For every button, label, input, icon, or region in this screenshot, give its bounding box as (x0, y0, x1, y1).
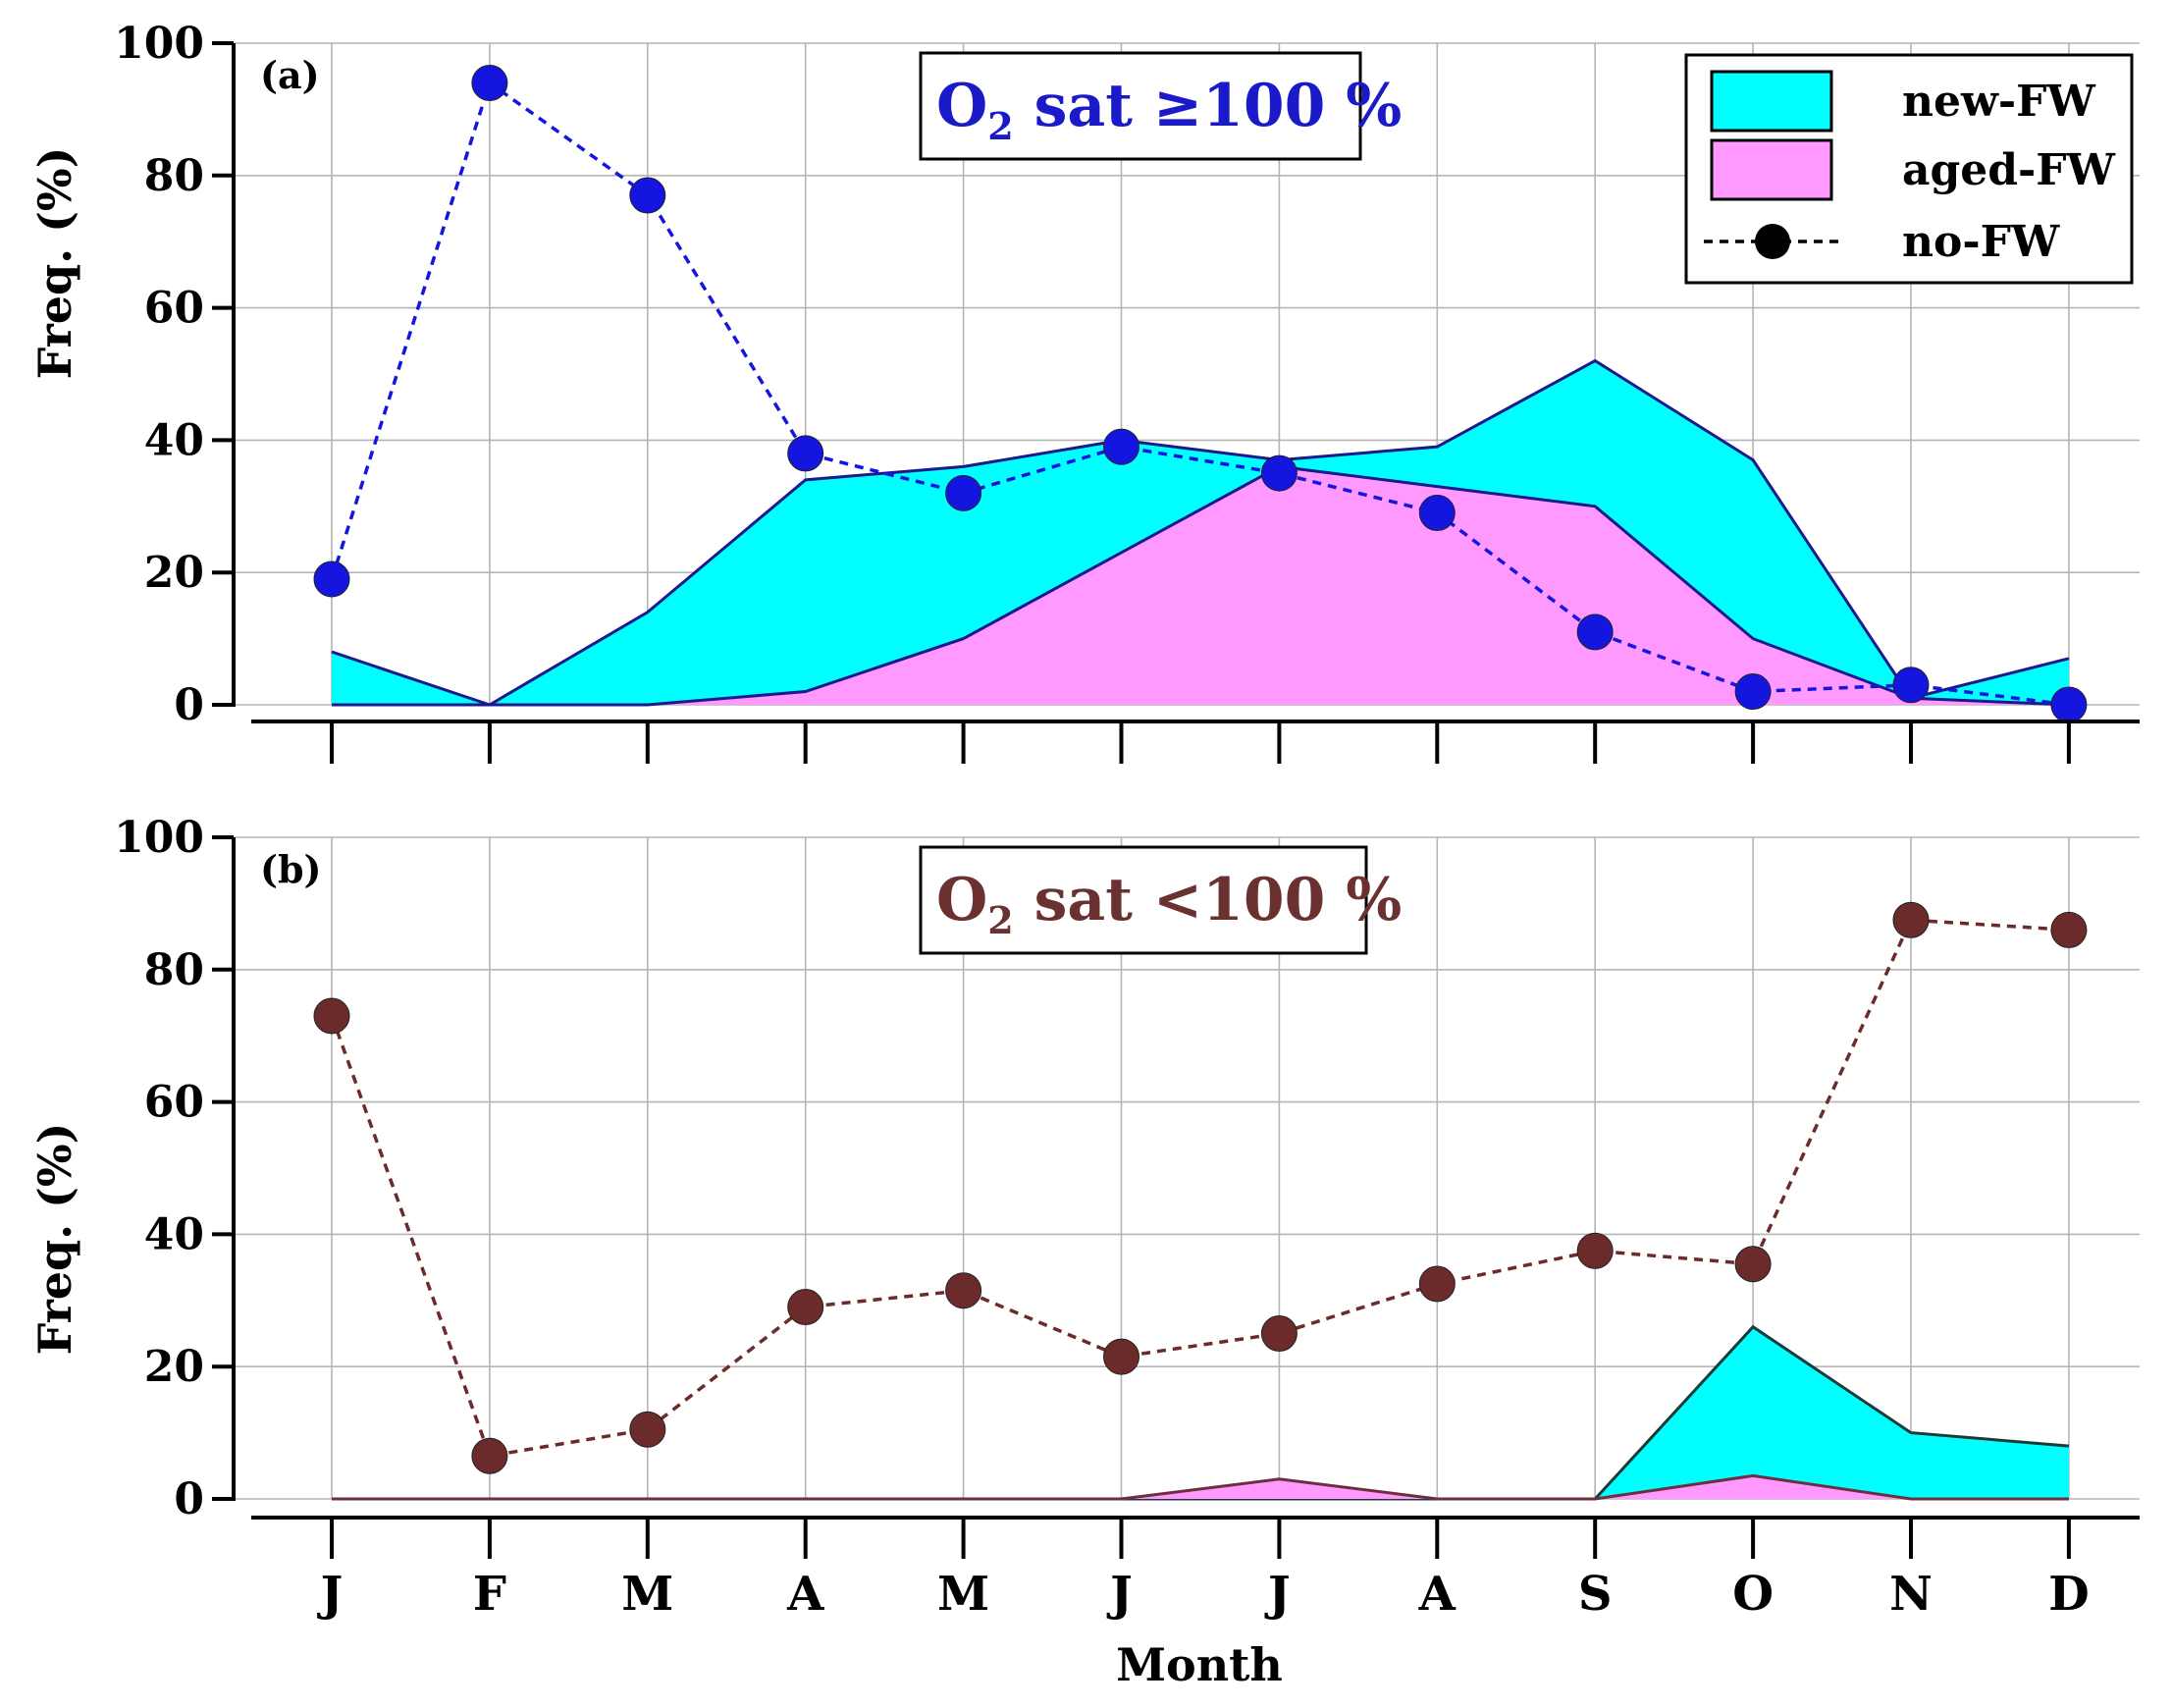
y-tick-label: 0 (174, 1474, 204, 1524)
marker-no-FW (471, 64, 508, 101)
marker-no-FW (1734, 1246, 1772, 1283)
marker-no-FW (471, 1437, 508, 1474)
x-tick-label: F (473, 1567, 506, 1622)
y-tick-label: 100 (114, 19, 204, 69)
legend-label: new-FW (1902, 77, 2095, 127)
annotation-box (919, 51, 1362, 161)
area-edge-new-FW (331, 358, 2070, 707)
area-new-FW (332, 1326, 2069, 1499)
area-edge-aged-FW (332, 464, 2069, 707)
marker-no-FW (629, 177, 666, 214)
marker-no-FW (313, 997, 350, 1035)
marker-no-FW (1260, 454, 1298, 492)
annotation-text: O2 sat <100 % (936, 866, 1402, 942)
y-tick-label: 80 (144, 151, 204, 201)
marker-no-FW (1418, 495, 1456, 532)
x-tick-label: J (1264, 1567, 1291, 1622)
x-tick-label: N (1889, 1567, 1933, 1622)
y-tick-label: 40 (144, 415, 204, 465)
marker-no-FW (1892, 901, 1930, 938)
line-no-FW (330, 918, 2070, 1459)
marker-no-FW (1576, 614, 1614, 651)
marker-no-FW (945, 474, 982, 511)
area-edge-aged-FW (332, 1473, 2069, 1501)
y-tick-label: 60 (144, 284, 204, 334)
y-tick-label: 80 (144, 945, 204, 995)
panel-label: (b) (260, 847, 322, 891)
marker-no-FW (1260, 1315, 1298, 1352)
panel-b: 0 20 40 60 80 100 Freq. (%) J F M A M J J A S O N D (b) O2 s… (28, 813, 2140, 1622)
y-tick-label: 20 (144, 548, 204, 598)
marker-no-FW (1418, 1265, 1456, 1303)
legend-label: no-FW (1902, 217, 2060, 267)
marker-no-FW (2050, 686, 2088, 723)
annotation-box (919, 845, 1368, 955)
x-tick-label: S (1578, 1567, 1613, 1622)
x-tick-label: J (317, 1567, 344, 1622)
marker-no-FW (787, 435, 824, 472)
panel-a: 0 20 40 60 80 100 Freq. (%) (a) O2 sat ≥100 % (28, 19, 2140, 764)
x-tick-label: M (937, 1567, 989, 1622)
y-tick-label: 20 (144, 1342, 204, 1392)
annotation-text: O2 sat ≥100 % (936, 72, 1402, 148)
y-axis-title: Freq. (%) (28, 147, 81, 380)
panel-label: (a) (260, 53, 320, 97)
y-axis-title: Freq. (%) (28, 1123, 81, 1356)
marker-no-FW (313, 560, 350, 598)
legend-swatch (1710, 70, 1833, 133)
x-tick-label: A (1418, 1567, 1457, 1622)
marker-no-FW (2050, 911, 2088, 948)
marker-no-FW (1734, 673, 1772, 711)
marker-no-FW (1103, 428, 1139, 465)
marker-no-FW (945, 1272, 982, 1309)
x-tick-label: O (1732, 1567, 1774, 1622)
marker-no-FW (1892, 667, 1930, 704)
marker-no-FW (787, 1289, 824, 1326)
legend-swatch-marker (1755, 224, 1790, 259)
y-tick-label: 100 (114, 813, 204, 863)
y-tick-label: 60 (144, 1078, 204, 1128)
x-tick-label: A (786, 1567, 824, 1622)
y-tick-label: 40 (144, 1209, 204, 1259)
line-no-FW (330, 80, 2070, 707)
legend-label: aged-FW (1902, 145, 2116, 195)
marker-no-FW (629, 1411, 666, 1448)
x-tick-label: M (621, 1567, 673, 1622)
legend: new-FW aged-FW no-FW (1684, 53, 2134, 285)
x-axis-title: Month (1116, 1638, 1283, 1691)
x-tick-label: D (2048, 1567, 2090, 1622)
marker-no-FW (1103, 1338, 1139, 1375)
x-tick-label: J (1106, 1567, 1133, 1622)
y-tick-label: 0 (174, 680, 204, 730)
marker-no-FW (1576, 1232, 1614, 1269)
legend-swatch (1710, 138, 1833, 201)
